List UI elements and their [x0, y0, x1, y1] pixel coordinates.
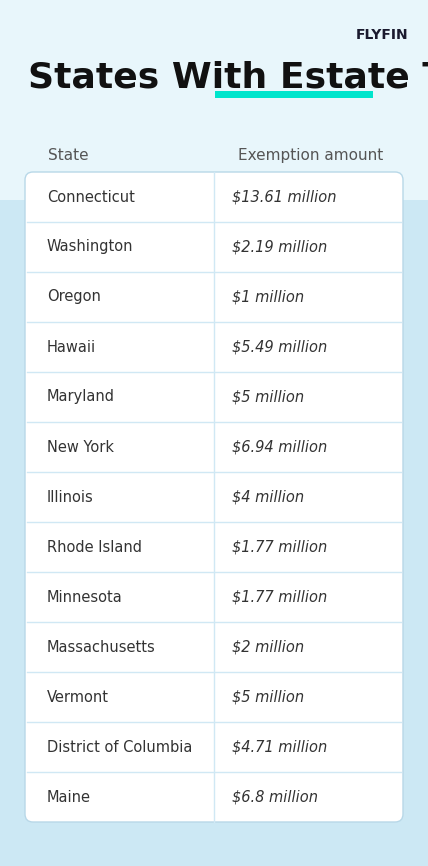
Text: State: State: [48, 148, 89, 163]
Text: $13.61 million: $13.61 million: [232, 190, 336, 204]
Text: States With Estate Tax: States With Estate Tax: [28, 61, 428, 95]
Text: District of Columbia: District of Columbia: [47, 740, 192, 754]
Text: Exemption amount: Exemption amount: [238, 148, 383, 163]
Text: Vermont: Vermont: [47, 689, 109, 705]
Text: $4 million: $4 million: [232, 489, 304, 505]
Text: $2 million: $2 million: [232, 639, 304, 655]
Text: Oregon: Oregon: [47, 289, 101, 305]
Text: $4.71 million: $4.71 million: [232, 740, 327, 754]
Text: Rhode Island: Rhode Island: [47, 540, 142, 554]
Text: $1.77 million: $1.77 million: [232, 590, 327, 604]
Bar: [0, 0, 428, 200]
Text: $6.94 million: $6.94 million: [232, 440, 327, 455]
Text: Massachusetts: Massachusetts: [47, 639, 156, 655]
Text: New York: New York: [47, 440, 114, 455]
Text: Connecticut: Connecticut: [47, 190, 135, 204]
Text: Maine: Maine: [47, 790, 91, 805]
Text: Illinois: Illinois: [47, 489, 94, 505]
Text: Maryland: Maryland: [47, 390, 115, 404]
Text: $1 million: $1 million: [232, 289, 304, 305]
Text: $5.49 million: $5.49 million: [232, 339, 327, 354]
Text: $5 million: $5 million: [232, 390, 304, 404]
Bar: [215, 91, 373, 98]
Text: Minnesota: Minnesota: [47, 590, 123, 604]
Text: $2.19 million: $2.19 million: [232, 240, 327, 255]
FancyBboxPatch shape: [25, 172, 403, 822]
Text: FLYFIN: FLYFIN: [355, 28, 408, 42]
Text: $1.77 million: $1.77 million: [232, 540, 327, 554]
Text: $6.8 million: $6.8 million: [232, 790, 318, 805]
Text: Washington: Washington: [47, 240, 134, 255]
Text: $5 million: $5 million: [232, 689, 304, 705]
Text: Hawaii: Hawaii: [47, 339, 96, 354]
